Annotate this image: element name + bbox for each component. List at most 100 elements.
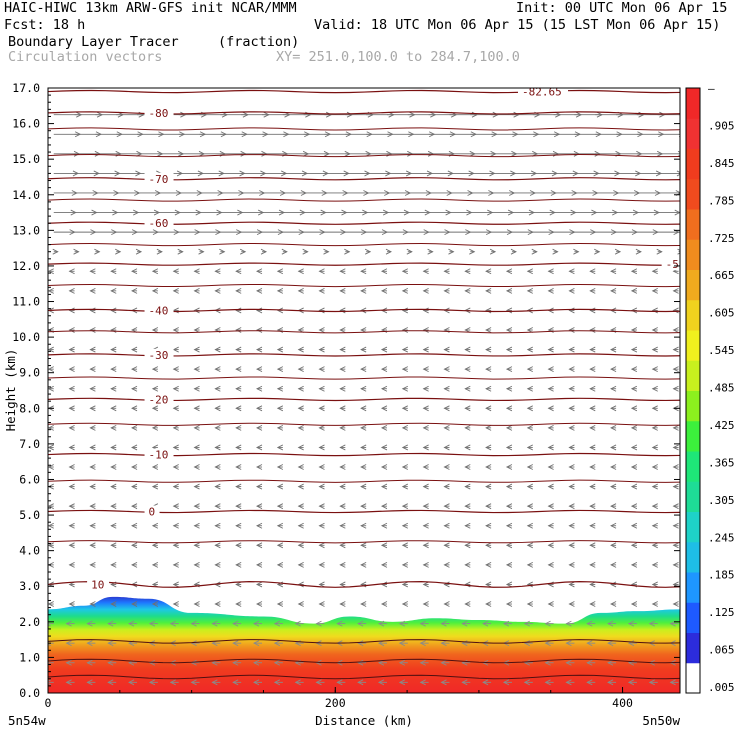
wind-vector-head — [627, 679, 635, 686]
wind-vector-head — [235, 268, 242, 275]
wind-vector-head — [297, 385, 304, 392]
wind-vector-head — [568, 385, 575, 392]
wind-vector-head — [294, 620, 301, 627]
wind-vector-head — [214, 483, 221, 490]
colorbar-label: .125 — [708, 606, 735, 619]
wind-vector-head — [172, 307, 179, 314]
wind-vector-head — [485, 424, 492, 431]
wind-vector-head — [107, 620, 114, 627]
wind-vector-head — [610, 522, 617, 529]
wind-vector-head — [422, 307, 429, 314]
wind-vector-head — [485, 268, 492, 275]
cross-section-coords: XY= 251.0,100.0 to 284.7,100.0 — [276, 49, 520, 65]
wind-vector-head — [422, 581, 429, 588]
wind-vector-head — [89, 424, 96, 431]
wind-vector-head — [336, 620, 343, 627]
wind-vector-head — [172, 522, 179, 529]
wind-vector-head — [148, 679, 156, 686]
contour-label: -40 — [149, 304, 169, 317]
wind-vector-head — [635, 248, 642, 255]
wind-vector-head — [547, 366, 554, 373]
colorbar-label: .665 — [708, 269, 735, 282]
wind-vector-head — [630, 405, 638, 412]
wind-vector-head — [110, 307, 117, 314]
wind-vector-head — [589, 366, 596, 373]
corner-left-label: 5n54w — [8, 713, 46, 728]
wind-vector-head — [151, 542, 159, 549]
wind-vector-head — [547, 287, 554, 294]
wind-vector-head — [318, 424, 325, 431]
wind-vector-head — [318, 327, 325, 333]
wind-vector-head — [485, 522, 492, 529]
wind-vector-head — [401, 503, 409, 510]
contour-label-bg — [705, 506, 720, 518]
wind-vector-head — [464, 561, 471, 568]
wind-vector-head — [482, 620, 489, 627]
wind-vector-head — [190, 620, 197, 627]
wind-vector-head — [547, 483, 554, 490]
wind-vector-head — [190, 659, 197, 666]
wind-vector-head — [151, 268, 159, 275]
wind-vector-head — [485, 405, 492, 412]
wind-vector-head — [151, 327, 159, 333]
colorbar-segment — [686, 602, 700, 633]
wind-vector-head — [89, 522, 96, 529]
wind-vector-head — [443, 366, 450, 373]
wind-vector-head — [235, 503, 242, 510]
temperature-contour — [48, 353, 680, 357]
contour-label-bg — [144, 505, 160, 518]
wind-vector-head — [360, 424, 367, 431]
wind-vector-head — [177, 248, 184, 255]
wind-vector-head — [440, 659, 447, 666]
wind-vector-head — [339, 444, 346, 451]
wind-vector-head — [505, 307, 513, 314]
colorbar-label: .545 — [708, 344, 735, 357]
colorbar-label: .305 — [708, 494, 735, 507]
wind-vector-head — [568, 444, 575, 451]
contour-label: -30 — [149, 349, 169, 362]
wind-vector-head — [443, 268, 450, 275]
x-tick-label: 200 — [325, 696, 346, 710]
wind-vector-head — [380, 503, 388, 510]
wind-vector-head — [485, 464, 492, 470]
wind-vector-head — [377, 679, 385, 686]
wind-vector-head — [214, 542, 221, 549]
colorbar-segment — [686, 299, 700, 331]
wind-vector-head — [89, 327, 96, 333]
contour-label-bg — [719, 217, 740, 229]
wind-vector-head — [677, 248, 680, 255]
wind-vector-head — [461, 620, 468, 627]
wind-vector-head — [214, 424, 221, 431]
wind-vector-head — [318, 366, 325, 373]
contour-label-bg — [144, 348, 174, 361]
wind-vector-head — [131, 483, 138, 490]
wind-vector-head — [377, 640, 385, 647]
wind-vector-head — [680, 112, 685, 117]
wind-vector-head — [676, 170, 680, 177]
wind-vector-head — [235, 542, 242, 549]
wind-vector-head — [232, 679, 239, 686]
wind-vector-head — [110, 424, 117, 431]
wind-vector-head — [235, 346, 242, 353]
wind-vector-head — [214, 464, 221, 470]
wind-vector-head — [401, 581, 409, 588]
wind-vector-head — [380, 424, 388, 431]
colorbar-segment — [686, 451, 700, 482]
wind-vector-head — [360, 522, 367, 529]
wind-vector-head — [568, 581, 575, 588]
wind-vector-head — [547, 346, 554, 353]
wind-vector-head — [214, 268, 221, 275]
wind-vector-head — [48, 385, 54, 392]
wind-vector-head — [672, 327, 679, 333]
wind-vector-head — [586, 640, 593, 647]
wind-vector-head — [464, 346, 471, 353]
wind-vector-head — [297, 483, 304, 490]
wind-vector-head — [256, 307, 263, 314]
wind-vector-head — [48, 503, 54, 510]
wind-vector-head — [401, 444, 409, 451]
wind-vector-head — [547, 385, 554, 392]
wind-vector-head — [110, 464, 117, 470]
wind-vector-head — [256, 601, 263, 607]
colorbar-label: .185 — [708, 569, 735, 582]
wind-vector-head — [380, 561, 388, 568]
